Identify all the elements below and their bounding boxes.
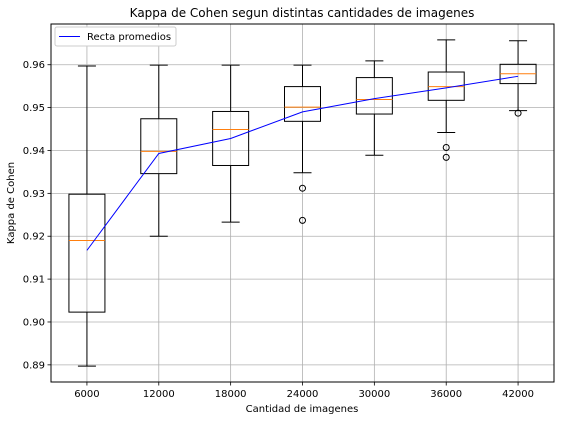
y-tick-label: 0.96 xyxy=(23,60,45,71)
legend: Recta promedios xyxy=(55,27,176,46)
x-tick-label: 36000 xyxy=(430,389,462,400)
x-tick-label: 30000 xyxy=(358,389,390,400)
x-axis-label: Cantidad de imagenes xyxy=(246,404,359,415)
y-tick-label: 0.90 xyxy=(23,317,45,328)
x-tick-label: 18000 xyxy=(215,389,247,400)
x-tick-label: 42000 xyxy=(502,389,534,400)
x-tick-label: 6000 xyxy=(74,389,99,400)
y-tick-label: 0.89 xyxy=(23,360,45,371)
y-tick-label: 0.93 xyxy=(23,189,45,200)
chart-title: Kappa de Cohen segun distintas cantidade… xyxy=(130,6,475,20)
y-tick-label: 0.95 xyxy=(23,103,45,114)
x-tick-label: 12000 xyxy=(143,389,175,400)
y-tick-label: 0.91 xyxy=(23,275,45,286)
y-tick-label: 0.92 xyxy=(23,232,45,243)
ticks: 0.89 0.90 0.91 0.92 0.93 0.94 0.95 0.96 6000 1200… xyxy=(23,60,534,400)
y-tick-label: 0.94 xyxy=(23,146,45,157)
legend-label: Recta promedios xyxy=(87,32,171,43)
y-axis-label: Kappa de Cohen xyxy=(6,162,17,244)
x-tick-label: 24000 xyxy=(287,389,319,400)
